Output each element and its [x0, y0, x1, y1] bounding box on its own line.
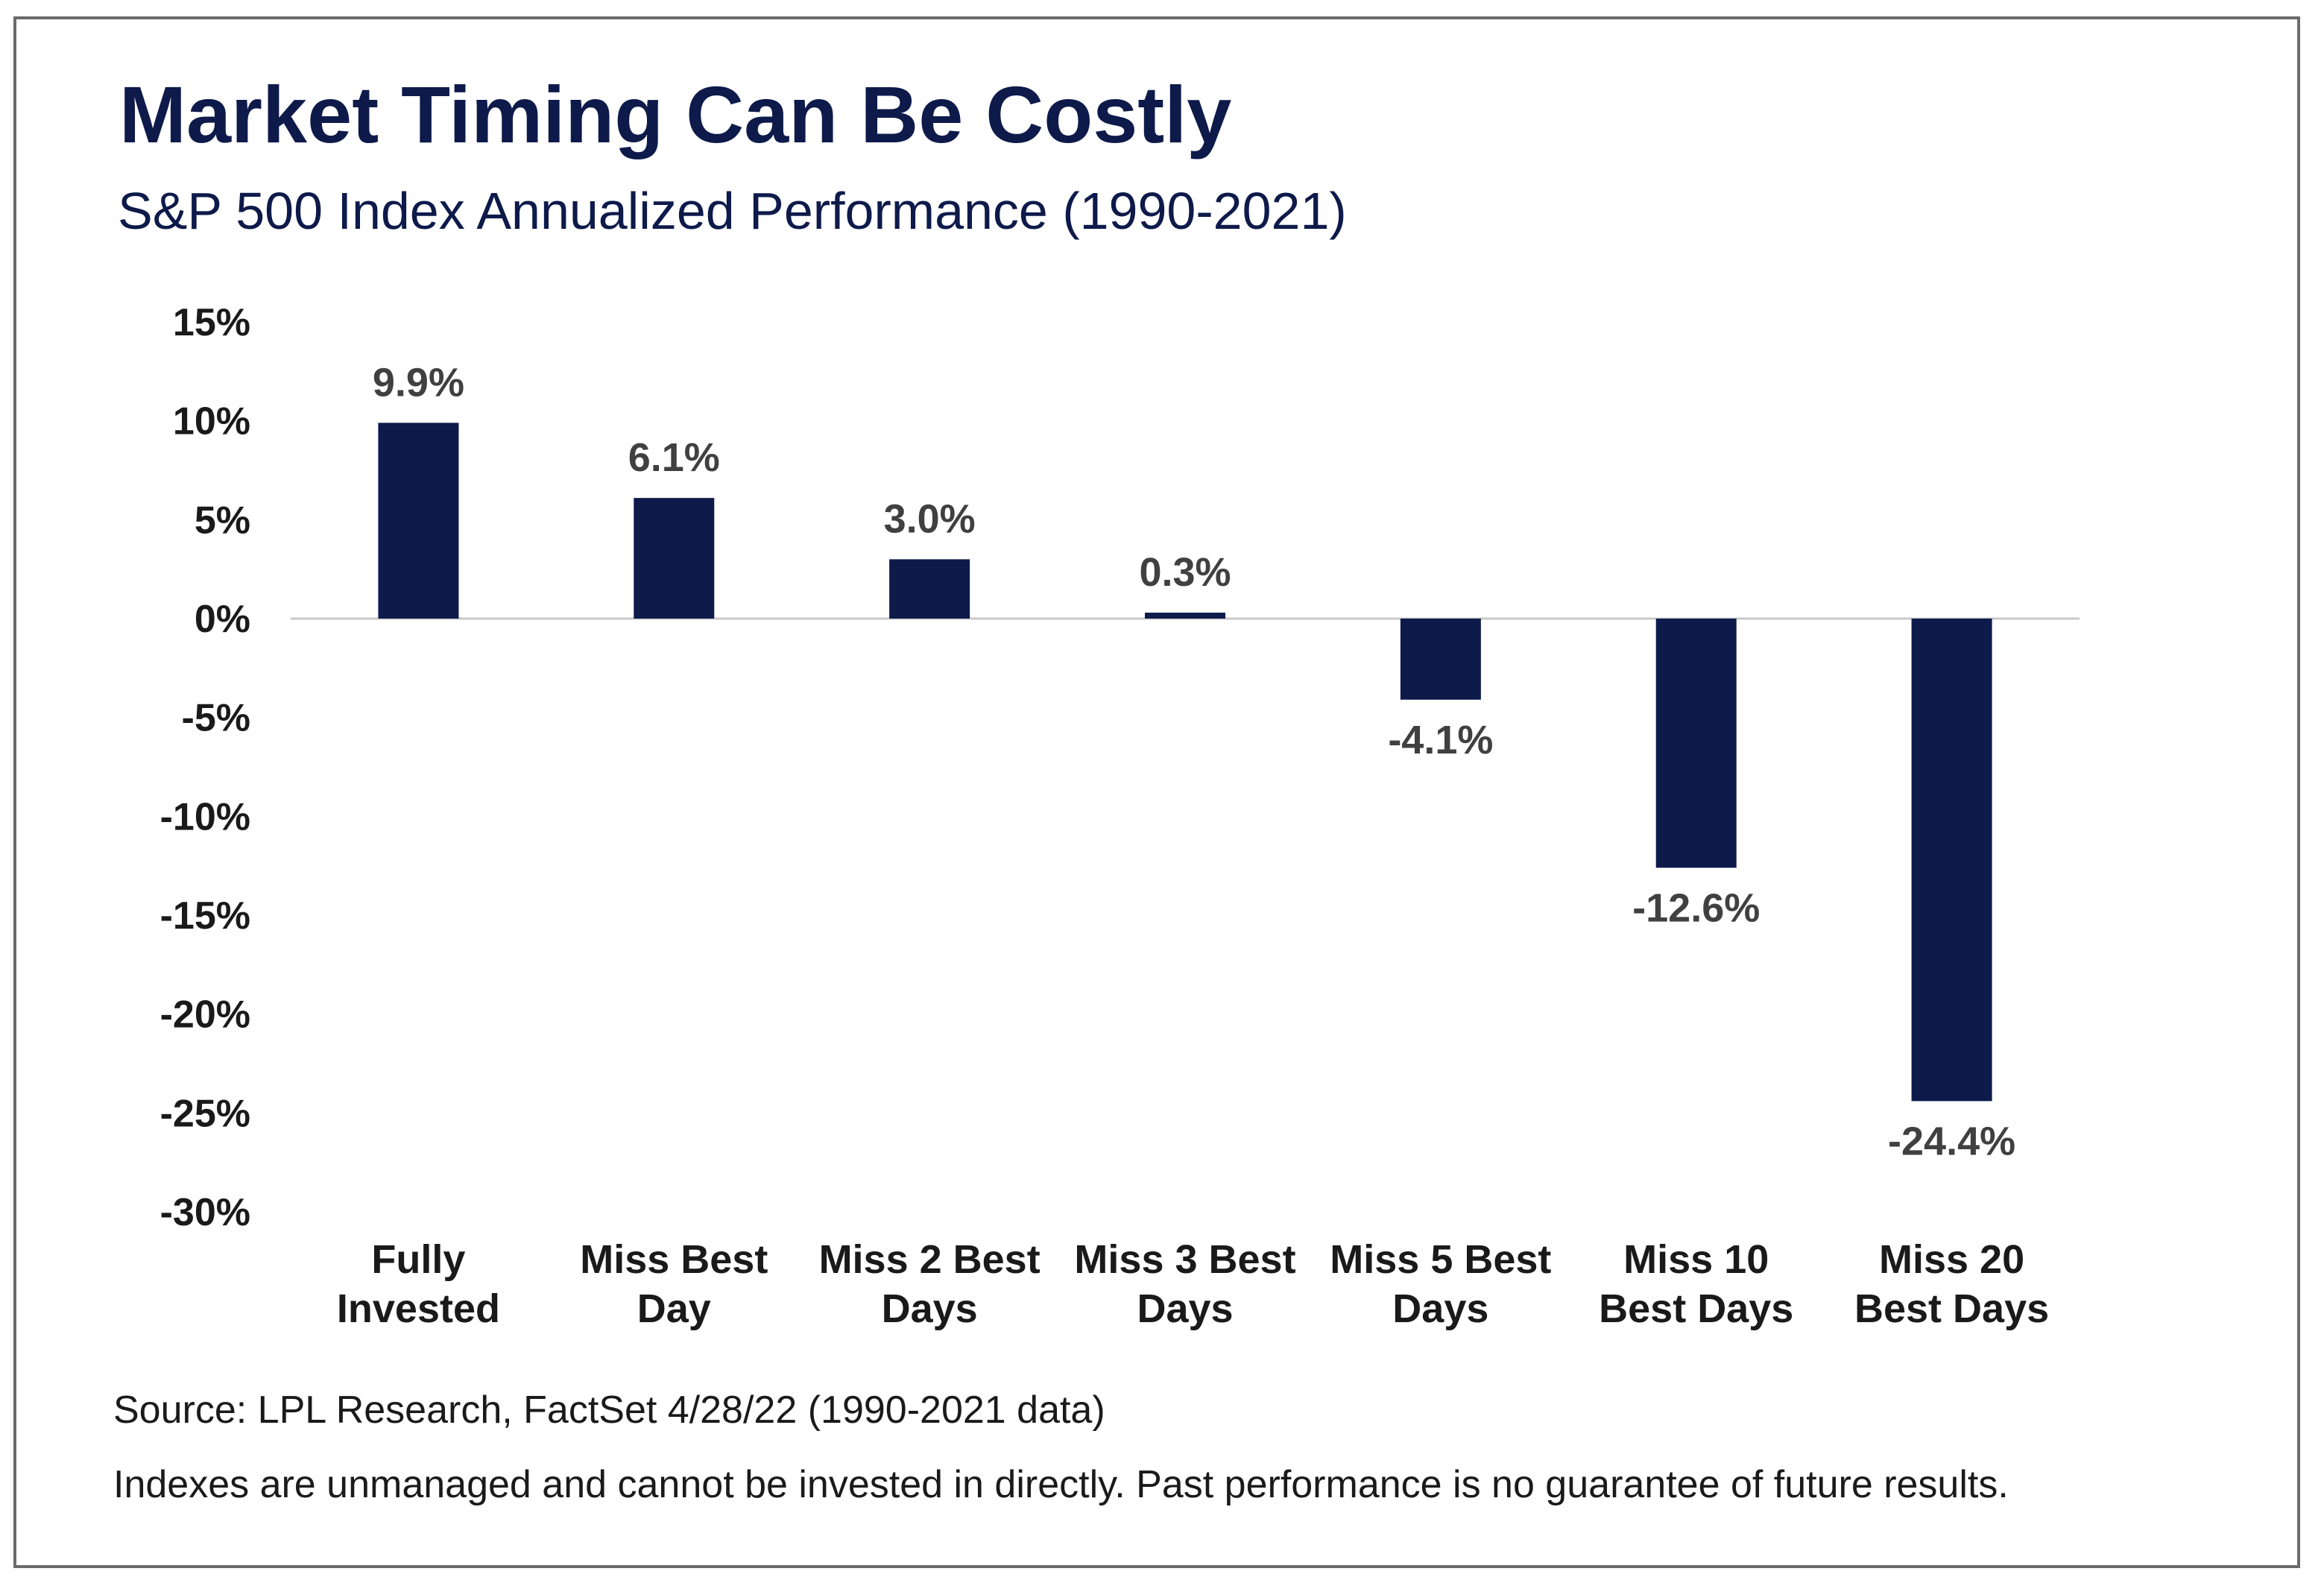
- category-label: Best Days: [1854, 1286, 2049, 1331]
- category-label: Day: [637, 1286, 711, 1331]
- y-tick-label: -15%: [160, 894, 250, 938]
- bar-value-label: 9.9%: [373, 360, 464, 405]
- bar-value-label: -4.1%: [1388, 718, 1493, 762]
- chart-subtitle: S&P 500 Index Annualized Performance (19…: [118, 182, 1347, 240]
- bar: [889, 559, 970, 619]
- bar-series: [378, 423, 1992, 1102]
- disclaimer-note: Indexes are unmanaged and cannot be inve…: [113, 1463, 2009, 1506]
- y-tick-label: -10%: [160, 795, 250, 838]
- category-label: Miss 20: [1879, 1237, 2024, 1282]
- bar: [1145, 613, 1225, 619]
- bar: [634, 498, 715, 619]
- bar: [1911, 619, 1992, 1102]
- y-tick-label: -20%: [160, 993, 250, 1037]
- y-tick-label: 15%: [173, 301, 250, 344]
- category-label: Days: [882, 1286, 978, 1331]
- y-tick-label: -30%: [160, 1191, 250, 1234]
- y-tick-label: -25%: [160, 1092, 250, 1135]
- category-label: Invested: [337, 1286, 500, 1331]
- category-label: Days: [1137, 1286, 1233, 1331]
- category-label: Miss 5 Best: [1330, 1237, 1551, 1282]
- category-label: Fully: [371, 1237, 465, 1282]
- y-tick-label: 10%: [173, 400, 250, 443]
- y-axis-ticks: 15% 10% 5% 0% -5% -10% -15% -20% -25% -30%: [160, 301, 250, 1234]
- category-label: Days: [1392, 1286, 1488, 1331]
- bar-value-label: 3.0%: [884, 496, 976, 541]
- bar-value-label: 6.1%: [628, 435, 720, 480]
- category-label: Miss Best: [580, 1237, 768, 1282]
- y-tick-label: -5%: [182, 697, 250, 740]
- category-label: Best Days: [1599, 1286, 1793, 1331]
- category-label: Miss 2 Best: [819, 1237, 1041, 1282]
- bar: [1655, 619, 1737, 868]
- data-labels: 9.9% 6.1% 3.0% 0.3% -4.1% -12.6% -24.4%: [373, 360, 2015, 1163]
- chart-title: Market Timing Can Be Costly: [119, 69, 1232, 159]
- bar-value-label: -24.4%: [1888, 1119, 2015, 1163]
- bar: [378, 423, 459, 619]
- bar: [1400, 619, 1481, 700]
- category-label: Miss 3 Best: [1074, 1237, 1295, 1282]
- y-tick-label: 5%: [195, 499, 250, 542]
- bar-value-label: -12.6%: [1632, 885, 1760, 930]
- source-note: Source: LPL Research, FactSet 4/28/22 (1…: [113, 1388, 1105, 1432]
- bar-value-label: 0.3%: [1139, 550, 1231, 595]
- y-tick-label: 0%: [195, 598, 250, 641]
- category-label: Miss 10: [1623, 1237, 1769, 1282]
